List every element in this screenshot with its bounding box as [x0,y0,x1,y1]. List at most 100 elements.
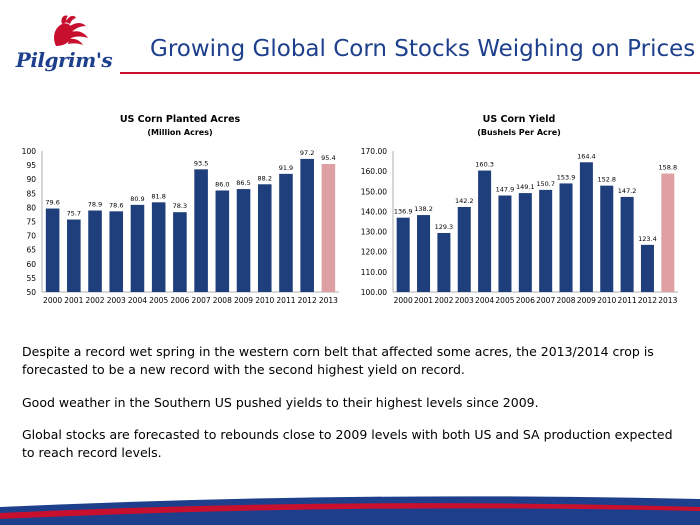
title-divider [120,72,700,74]
x-tick-label: 2008 [213,296,232,305]
bar-value-label: 95.4 [321,154,335,162]
y-tick-label: 160.00 [361,167,387,176]
y-tick-label: 140.00 [361,207,387,216]
logo-text: Pilgrim's [15,48,113,72]
bar [236,189,251,292]
bar-value-label: 138.2 [414,205,433,213]
bar [321,163,336,292]
x-tick-label: 2000 [43,296,62,305]
body-paragraph-2: Good weather in the Southern US pushed y… [22,395,539,410]
x-tick-label: 2013 [658,296,677,305]
x-tick-label: 2006 [170,296,189,305]
bar [109,211,124,292]
bar [457,206,471,292]
y-tick-label: 90 [26,175,36,184]
bar [279,173,293,292]
bar-value-label: 153.9 [557,173,576,181]
y-tick-label: 85 [26,189,36,198]
x-tick-label: 2010 [597,296,616,305]
x-tick-label: 2012 [298,296,317,305]
chart-subtitle: (Million Acres) [147,128,212,137]
x-tick-label: 2009 [577,296,596,305]
body-paragraph-3: Global stocks are forecasted to rebounds… [22,427,673,460]
bar-value-label: 158.8 [659,164,678,172]
bar [539,189,553,292]
bar [151,202,166,292]
y-tick-label: 120.00 [361,248,387,257]
bar-value-label: 88.2 [258,174,272,182]
bar [130,204,145,292]
y-tick-label: 110.00 [361,268,387,277]
x-tick-label: 2005 [495,296,514,305]
y-tick-label: 50 [26,288,36,297]
bar [67,219,81,292]
x-tick-label: 2011 [618,296,637,305]
bar-value-label: 78.9 [88,201,102,209]
bar [215,190,230,292]
x-tick-label: 2010 [255,296,274,305]
y-tick-label: 100 [22,147,37,156]
bar-value-label: 86.5 [236,179,250,187]
x-tick-label: 2004 [475,296,494,305]
x-tick-label: 2011 [276,296,295,305]
x-tick-label: 2001 [64,296,83,305]
bar-value-label: 149.1 [516,183,535,191]
bar [88,210,102,292]
bar-value-label: 147.9 [496,186,515,194]
bar-value-label: 91.9 [279,164,293,172]
x-tick-label: 2006 [516,296,535,305]
y-tick-label: 95 [26,161,36,170]
bar [417,215,431,292]
x-tick-label: 2007 [192,296,211,305]
x-tick-label: 2013 [319,296,338,305]
bar [173,212,187,292]
y-tick-label: 80 [26,203,36,212]
x-tick-label: 2002 [85,296,104,305]
bar-value-label: 81.8 [151,192,165,200]
bar-value-label: 97.2 [300,149,314,157]
y-tick-label: 100.00 [361,288,387,297]
bar [300,158,314,292]
bar-value-label: 136.9 [394,208,413,216]
bar [498,195,512,292]
footer-swoosh [0,496,700,525]
bar-value-label: 123.4 [638,235,657,243]
x-tick-label: 2003 [107,296,126,305]
bar-value-label: 93.5 [194,159,208,167]
body-paragraph-1: Despite a record wet spring in the weste… [22,344,654,377]
bar-value-label: 80.9 [130,195,144,203]
x-tick-label: 2004 [128,296,147,305]
x-tick-label: 2008 [556,296,575,305]
bar [579,162,593,292]
x-tick-label: 2000 [394,296,413,305]
y-tick-label: 130.00 [361,228,387,237]
bar [600,185,614,292]
bar-value-label: 150.7 [536,180,555,188]
bar-value-label: 78.6 [109,201,123,209]
x-tick-label: 2001 [414,296,433,305]
bar [661,173,675,292]
y-tick-label: 170.00 [361,147,387,156]
bar-value-label: 86.0 [215,180,229,188]
y-tick-label: 60 [26,260,36,269]
bar [45,208,60,292]
bar [194,169,208,292]
bar [640,244,654,292]
bar-value-label: 147.2 [618,187,637,195]
x-tick-label: 2003 [455,296,474,305]
pilgrims-logo: Pilgrim's [14,8,114,78]
y-tick-label: 150.00 [361,187,387,196]
bar-value-label: 129.3 [435,223,454,231]
y-tick-label: 65 [26,246,36,255]
rooster-icon [54,15,88,46]
y-tick-label: 55 [26,274,36,283]
bar [257,184,272,292]
y-tick-label: 70 [26,232,36,241]
bar [518,193,532,292]
chart-title: US Corn Yield [483,114,556,125]
bar-value-label: 164.4 [577,152,596,160]
bar-value-label: 142.2 [455,197,474,205]
x-tick-label: 2012 [638,296,657,305]
